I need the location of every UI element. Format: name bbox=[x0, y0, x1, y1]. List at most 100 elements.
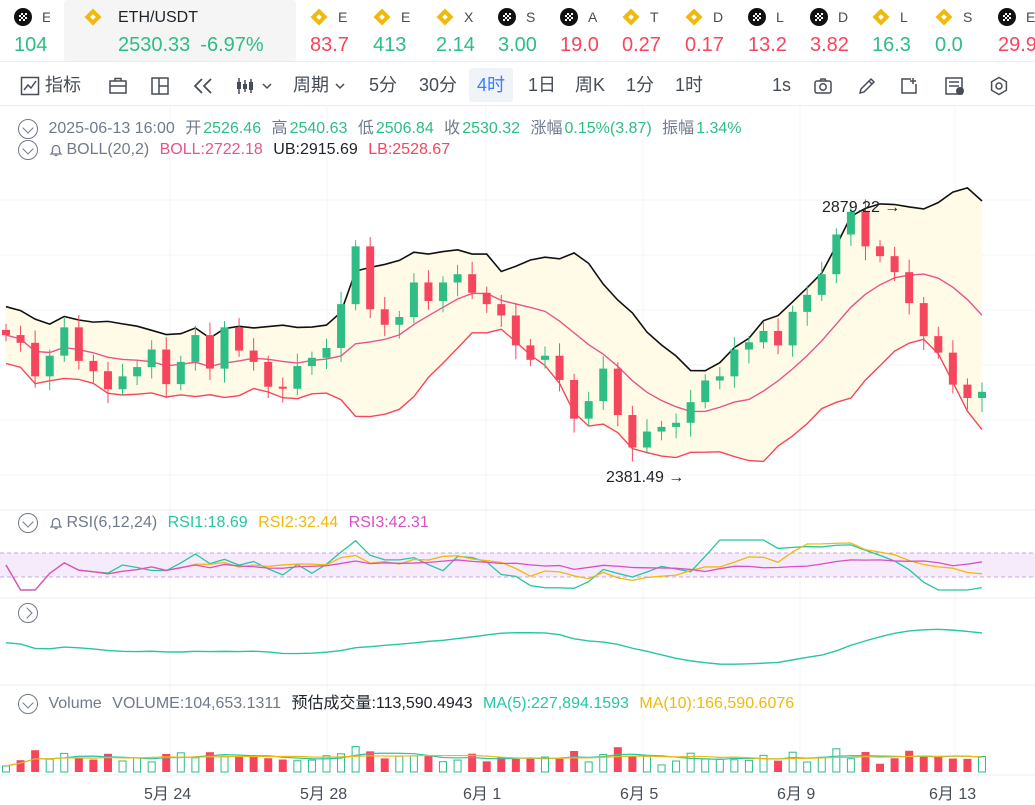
ticker-item[interactable]: L 13.2 bbox=[748, 0, 788, 61]
volume-bar bbox=[686, 752, 695, 773]
interval-5m[interactable]: 5分 bbox=[369, 75, 398, 95]
volume-estimated: 预估成交量:113,590.4943 bbox=[291, 695, 473, 712]
expand-icon[interactable] bbox=[18, 603, 38, 623]
candle-body bbox=[2, 329, 10, 336]
ticker-price: 19.0 bbox=[560, 34, 599, 57]
candle-body bbox=[555, 355, 564, 380]
candle-body bbox=[220, 327, 229, 369]
ticker-item[interactable]: S 3.00 bbox=[498, 0, 538, 61]
interval-1w[interactable]: 周K bbox=[575, 75, 606, 95]
bell-icon[interactable] bbox=[48, 142, 64, 158]
volume-bar bbox=[759, 754, 768, 773]
volume-bar bbox=[191, 757, 200, 773]
ticker-item[interactable]: A 19.0 bbox=[560, 0, 600, 61]
low-annotation: 2381.49 → bbox=[606, 469, 684, 487]
volume-bar bbox=[817, 756, 826, 773]
indicators-button[interactable]: 指标 bbox=[20, 68, 81, 102]
ticker-price-value: 16.3 bbox=[872, 34, 911, 56]
volume-bar bbox=[919, 756, 928, 772]
interval-30m[interactable]: 30分 bbox=[419, 75, 458, 95]
amplitude-label: 振幅 bbox=[662, 120, 695, 137]
candle-body bbox=[846, 211, 855, 235]
ticker-change: -6.97% bbox=[200, 34, 264, 56]
candle-body bbox=[337, 304, 346, 348]
ticker-symbol: X bbox=[464, 9, 474, 25]
volume-bar bbox=[978, 756, 986, 773]
screenshot-button[interactable] bbox=[813, 68, 833, 102]
rsi3-line bbox=[5, 559, 983, 591]
ohlc-date: 2025-06-13 16:00 bbox=[48, 120, 175, 137]
candle-body bbox=[74, 327, 83, 361]
volume-bar bbox=[628, 756, 637, 772]
refresh-rate-button[interactable]: 1s bbox=[772, 75, 792, 95]
candle-body bbox=[162, 349, 171, 385]
interval-1m[interactable]: 1分 bbox=[626, 75, 655, 95]
bell-icon[interactable] bbox=[48, 515, 64, 531]
draw-button[interactable] bbox=[857, 68, 877, 102]
candle-body bbox=[176, 361, 185, 385]
ticker-item[interactable]: D 0.17 bbox=[685, 0, 725, 61]
okx-logo-icon bbox=[498, 8, 516, 26]
layout-button[interactable] bbox=[108, 68, 128, 102]
template-button[interactable] bbox=[944, 68, 966, 102]
add-indicator-button[interactable] bbox=[899, 68, 919, 102]
ticker-price: 0.17 bbox=[685, 34, 724, 57]
volume-bar bbox=[497, 757, 506, 772]
interval-1d[interactable]: 1日 bbox=[528, 75, 557, 95]
ticker-item[interactable]: E 413 bbox=[373, 0, 413, 61]
collapse-icon[interactable] bbox=[18, 118, 38, 139]
volume-bar bbox=[890, 758, 899, 772]
ticker-item[interactable]: E 29.9 bbox=[998, 0, 1035, 61]
ticker-item[interactable]: X 2.14 bbox=[436, 0, 476, 61]
volume-bar bbox=[730, 759, 739, 773]
volume-bar bbox=[264, 758, 273, 772]
candle-body bbox=[16, 335, 25, 343]
settings-button[interactable] bbox=[989, 68, 1009, 102]
candle-body bbox=[133, 367, 142, 377]
volume-bar bbox=[60, 752, 69, 773]
interval-4h[interactable]: 4时 bbox=[469, 68, 514, 102]
ticker-item[interactable]: ETH/USDT 2530.33 -6.97% bbox=[64, 0, 296, 61]
volume-bar bbox=[905, 750, 914, 772]
volume-bar bbox=[482, 761, 491, 772]
ticker-price: 2.14 bbox=[436, 34, 475, 57]
ticker-price: 3.00 bbox=[498, 34, 537, 57]
volume-bar bbox=[832, 748, 841, 773]
candle-body bbox=[380, 309, 389, 325]
volume-bar bbox=[118, 760, 127, 773]
candle-body bbox=[832, 234, 841, 275]
ticker-price: 2530.33 -6.97% bbox=[118, 34, 264, 57]
panels-button[interactable] bbox=[150, 68, 170, 102]
ticker-item[interactable]: E 83.7 bbox=[310, 0, 350, 61]
replay-button[interactable] bbox=[192, 68, 214, 102]
ticker-bar: E 104 ETH/USDT 2530.33 -6.97% E 83.7 E 413 X 2.14 S… bbox=[0, 0, 1035, 62]
chart-type-dropdown[interactable] bbox=[234, 68, 273, 102]
collapse-icon[interactable] bbox=[18, 140, 38, 160]
ticker-item[interactable]: L 16.3 bbox=[872, 0, 912, 61]
candle-body bbox=[482, 292, 491, 305]
collapse-icon[interactable] bbox=[18, 693, 38, 714]
volume-bar bbox=[2, 765, 10, 773]
candle-body bbox=[905, 272, 914, 304]
candle-body bbox=[497, 304, 506, 316]
volume-ma10: MA(10):166,590.6076 bbox=[639, 695, 795, 712]
indicators-label: 指标 bbox=[45, 75, 82, 95]
open-label: 开 bbox=[185, 120, 202, 137]
period-dropdown[interactable]: 周期 bbox=[293, 68, 346, 102]
ticker-price-value: 104 bbox=[14, 34, 48, 56]
interval-1h[interactable]: 1时 bbox=[675, 75, 704, 95]
ticker-item[interactable]: T 0.27 bbox=[622, 0, 662, 61]
candle-body bbox=[322, 347, 331, 358]
ticker-item[interactable]: E 104 bbox=[14, 0, 50, 61]
high-annotation: 2879.22 → bbox=[822, 199, 900, 217]
ticker-item[interactable]: D 3.82 bbox=[810, 0, 850, 61]
grid-layout-icon bbox=[151, 77, 169, 95]
change-label: 涨幅 bbox=[530, 120, 563, 137]
ticker-item[interactable]: S 0.0 bbox=[935, 0, 975, 61]
okx-logo-icon bbox=[810, 8, 828, 26]
volume-bar bbox=[584, 761, 593, 773]
collapse-icon[interactable] bbox=[18, 513, 38, 533]
candle-body bbox=[657, 426, 666, 432]
high-label: 高 bbox=[271, 120, 288, 137]
